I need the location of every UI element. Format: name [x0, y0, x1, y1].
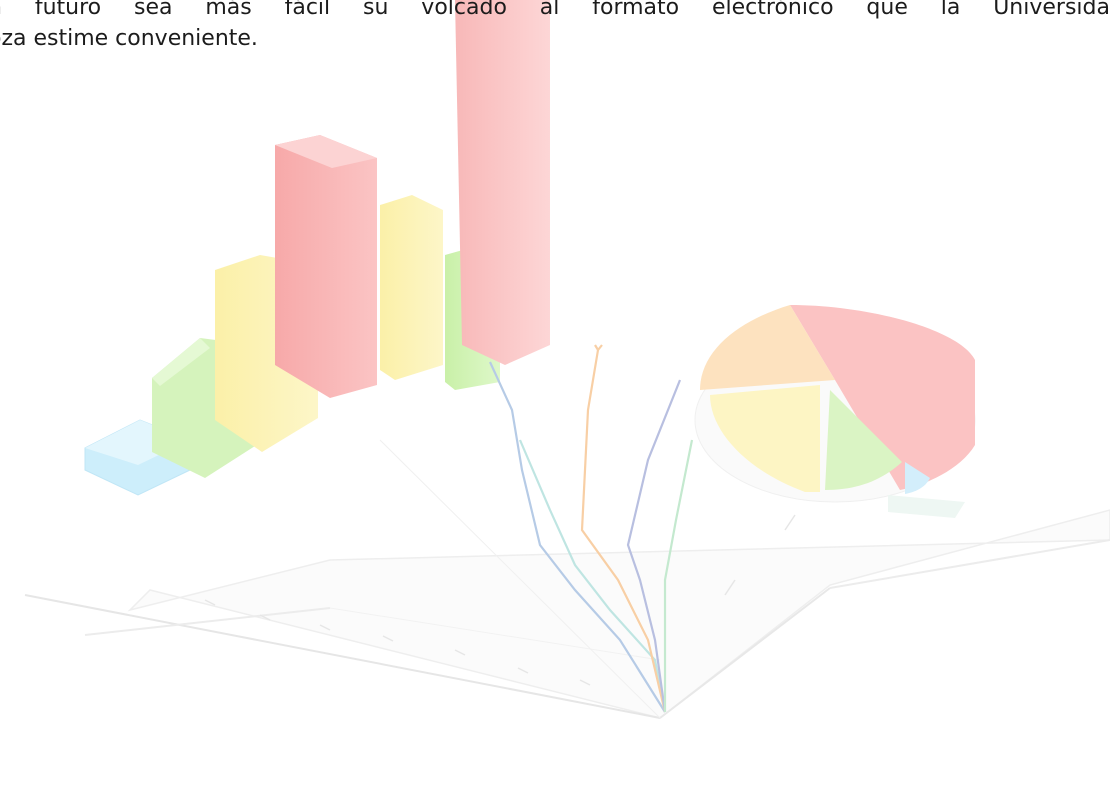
body-paragraph: n futuro sea más fácil su volcado al for…	[0, 0, 1110, 54]
paragraph-line-2: oza estime conveniente.	[0, 26, 258, 51]
bar-chart-graphic	[84, 0, 550, 496]
paper-sheet	[24, 439, 1110, 719]
paragraph-line-1: n futuro sea más fácil su volcado al for…	[0, 0, 1110, 20]
line-graph-graphic	[489, 344, 694, 713]
pie-chart-graphic	[694, 305, 976, 518]
axis-tick-marks	[204, 514, 796, 686]
